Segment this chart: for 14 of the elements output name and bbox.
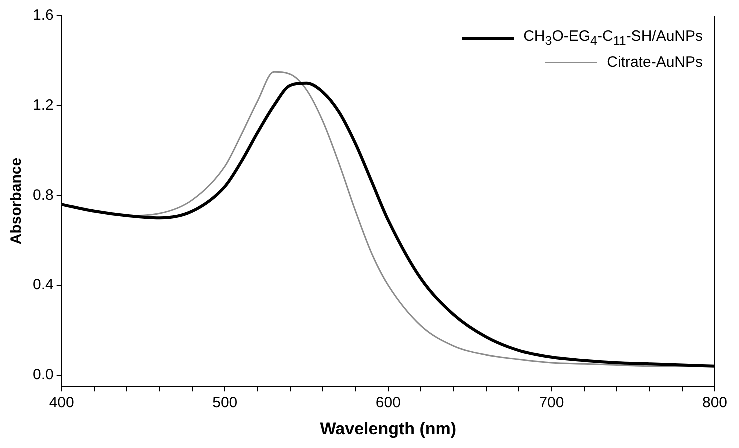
x-axis-title: Wavelength (nm) xyxy=(320,419,457,438)
x-tick-label: 600 xyxy=(376,394,401,412)
legend-label: Citrate-AuNPs xyxy=(607,54,703,71)
y-tick-label: 0.4 xyxy=(32,276,54,294)
x-tick-label: 400 xyxy=(49,394,74,412)
y-tick-label: 0.0 xyxy=(32,366,54,384)
x-tick-label: 500 xyxy=(212,394,238,412)
y-axis-title: Absorbance xyxy=(8,158,26,245)
legend-label: CH$_{3}$O-EG$_{4}$-C$_{11}$-SH/AuNPs xyxy=(524,28,703,48)
x-tick-label: 800 xyxy=(702,394,728,412)
y-tick-label: 1.6 xyxy=(32,7,54,24)
y-tick-label: 1.2 xyxy=(32,96,54,114)
y-tick-label: 0.8 xyxy=(32,186,54,204)
x-tick-label: 700 xyxy=(539,394,564,412)
